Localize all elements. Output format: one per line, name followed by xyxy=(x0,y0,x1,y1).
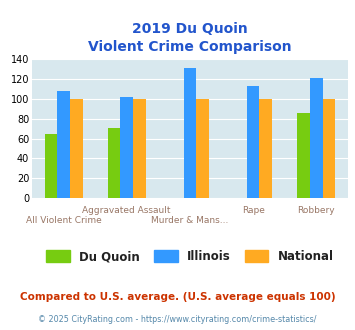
Text: Robbery: Robbery xyxy=(297,206,335,215)
Title: 2019 Du Quoin
Violent Crime Comparison: 2019 Du Quoin Violent Crime Comparison xyxy=(88,22,292,54)
Bar xyxy=(120,97,133,198)
Text: Murder & Mans...: Murder & Mans... xyxy=(151,216,229,225)
Bar xyxy=(184,68,196,198)
Text: Compared to U.S. average. (U.S. average equals 100): Compared to U.S. average. (U.S. average … xyxy=(20,292,335,302)
Text: All Violent Crime: All Violent Crime xyxy=(26,216,102,225)
Text: Aggravated Assault: Aggravated Assault xyxy=(82,206,171,215)
Bar xyxy=(323,99,335,198)
Bar xyxy=(310,78,323,198)
Bar xyxy=(247,86,260,198)
Bar xyxy=(57,91,70,198)
Legend: Du Quoin, Illinois, National: Du Quoin, Illinois, National xyxy=(41,246,339,268)
Bar xyxy=(297,113,310,198)
Bar xyxy=(133,99,146,198)
Text: Rape: Rape xyxy=(242,206,264,215)
Bar xyxy=(196,99,209,198)
Bar xyxy=(70,99,82,198)
Bar xyxy=(108,128,120,198)
Bar xyxy=(260,99,272,198)
Text: © 2025 CityRating.com - https://www.cityrating.com/crime-statistics/: © 2025 CityRating.com - https://www.city… xyxy=(38,315,317,324)
Bar xyxy=(45,134,57,198)
